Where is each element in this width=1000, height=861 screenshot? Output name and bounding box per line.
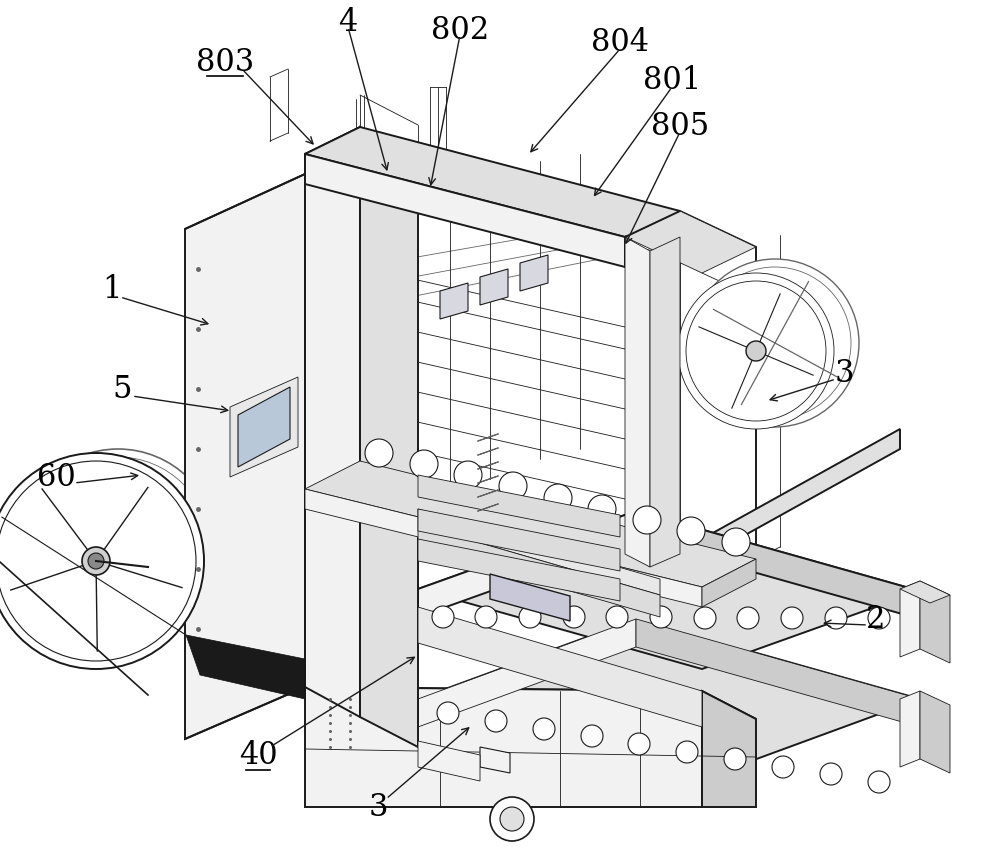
Polygon shape [625,238,650,567]
Text: 4: 4 [338,7,358,38]
Circle shape [519,606,541,629]
Polygon shape [418,510,620,572]
Text: 1: 1 [102,274,122,305]
Polygon shape [305,127,360,717]
Circle shape [606,606,628,629]
Text: 5: 5 [112,374,132,405]
Polygon shape [418,539,620,601]
Polygon shape [702,691,756,807]
Circle shape [868,607,890,629]
Polygon shape [636,511,920,619]
Circle shape [825,607,847,629]
Circle shape [500,807,524,831]
Circle shape [88,554,104,569]
Polygon shape [636,619,920,728]
Circle shape [868,771,890,793]
Text: 2: 2 [866,604,886,635]
Text: 3: 3 [834,358,854,389]
Circle shape [772,756,794,778]
Circle shape [588,495,616,523]
Circle shape [365,439,393,468]
Circle shape [499,473,527,500]
Circle shape [686,282,826,422]
Polygon shape [186,635,305,699]
Circle shape [633,506,661,535]
Polygon shape [305,461,756,587]
Circle shape [722,529,750,556]
Polygon shape [305,687,756,719]
Polygon shape [185,175,305,739]
Polygon shape [238,387,290,468]
Polygon shape [305,687,702,807]
Polygon shape [418,511,636,617]
Circle shape [533,718,555,740]
Polygon shape [418,511,920,669]
Polygon shape [702,560,756,607]
Circle shape [485,710,507,732]
Text: 40: 40 [239,740,277,771]
Circle shape [410,450,438,479]
Circle shape [432,606,454,629]
Circle shape [454,461,482,489]
Circle shape [628,734,650,755]
Polygon shape [625,212,756,274]
Polygon shape [418,475,620,537]
Circle shape [694,607,716,629]
Polygon shape [418,525,660,617]
Circle shape [781,607,803,629]
Polygon shape [305,489,702,607]
Polygon shape [480,747,510,773]
Circle shape [0,454,204,669]
Text: 3: 3 [368,791,388,822]
Polygon shape [650,238,680,567]
Circle shape [0,461,196,661]
Polygon shape [490,574,570,622]
Polygon shape [418,510,660,595]
Polygon shape [900,581,920,657]
Circle shape [676,741,698,763]
Circle shape [26,457,210,641]
Circle shape [490,797,534,841]
Circle shape [544,485,572,512]
Text: 803: 803 [196,46,254,77]
Polygon shape [305,127,680,238]
Polygon shape [418,619,920,779]
Polygon shape [440,283,468,319]
Polygon shape [418,741,480,781]
Polygon shape [520,256,548,292]
Circle shape [724,748,746,770]
Polygon shape [230,378,298,478]
Circle shape [746,342,766,362]
Polygon shape [418,619,636,728]
Circle shape [581,725,603,747]
Circle shape [82,548,110,575]
Text: 804: 804 [591,27,649,58]
Polygon shape [900,691,920,767]
Text: 805: 805 [651,110,709,141]
Circle shape [820,763,842,785]
Text: 802: 802 [431,15,489,46]
Circle shape [18,449,218,649]
Polygon shape [418,607,702,728]
Circle shape [650,606,672,629]
Polygon shape [920,691,950,773]
Polygon shape [480,269,508,306]
Polygon shape [900,581,950,604]
Circle shape [437,703,459,724]
Text: 801: 801 [643,65,701,96]
Circle shape [699,268,851,419]
Circle shape [678,274,834,430]
Circle shape [563,606,585,629]
Polygon shape [920,581,950,663]
Circle shape [475,606,497,629]
Polygon shape [305,155,625,268]
Circle shape [691,260,859,428]
Text: 60: 60 [37,462,75,493]
Polygon shape [702,430,900,560]
Circle shape [677,517,705,545]
Circle shape [737,607,759,629]
Polygon shape [360,127,418,747]
